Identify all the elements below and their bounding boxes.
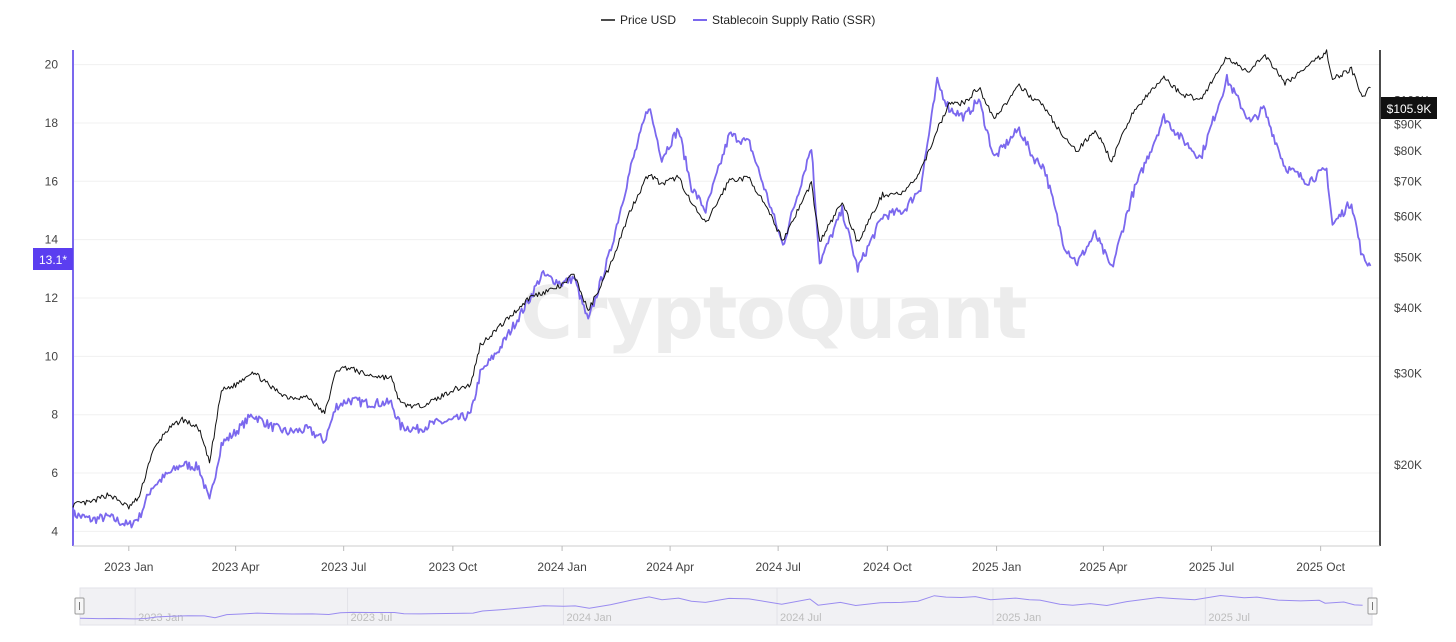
x-tick-label: 2023 Apr: [212, 560, 260, 574]
price-current-badge: $105.9K: [1381, 97, 1437, 119]
navigator-handle-left[interactable]: [74, 597, 85, 615]
x-tick-label: 2025 Jul: [1189, 560, 1234, 574]
y-right-tick-label: $50K: [1394, 251, 1422, 265]
ssr-badge-label: 13.1*: [39, 253, 67, 267]
x-tick-label: 2024 Apr: [646, 560, 694, 574]
y-left-tick-label: 20: [45, 58, 59, 72]
y-right-tick-label: $90K: [1394, 117, 1422, 131]
navigator-handle-right[interactable]: [1367, 597, 1378, 615]
legend-item-price[interactable]: Price USD: [601, 13, 676, 27]
x-tick-label: 2024 Oct: [863, 560, 912, 574]
y-left-tick-label: 4: [51, 524, 58, 538]
price-badge-label: $105.9K: [1387, 102, 1432, 116]
y-left-tick-label: 14: [45, 233, 59, 247]
x-tick-label: 2025 Oct: [1296, 560, 1345, 574]
y-left-tick-label: 18: [45, 116, 59, 130]
navigator-label: 2024 Jan: [566, 612, 611, 624]
x-tick-label: 2024 Jan: [537, 560, 586, 574]
y-left-tick-label: 8: [51, 408, 58, 422]
navigator-label: 2025 Jan: [996, 612, 1041, 624]
navigator-track[interactable]: [79, 587, 1373, 626]
ssr-badge-bg: [33, 248, 73, 270]
x-tick-label: 2023 Jul: [321, 560, 366, 574]
watermark: CryptoQuant: [520, 271, 1026, 355]
y-left-tick-label: 6: [51, 466, 58, 480]
legend-item-ssr[interactable]: Stablecoin Supply Ratio (SSR): [693, 13, 875, 27]
y-right-tick-label: $60K: [1394, 209, 1422, 223]
y-right-tick-label: $70K: [1394, 174, 1422, 188]
right-axis-ticks: $20K$30K$40K$50K$60K$70K$80K$90K$100K: [1394, 94, 1429, 473]
navigator-label: 2024 Jul: [780, 612, 822, 624]
price-series-line: [72, 49, 1371, 510]
legend-label-ssr: Stablecoin Supply Ratio (SSR): [712, 13, 875, 27]
x-axis-ticks: 2023 Jan 2023 Apr 2023 Jul 2023 Oct 2024 Jan…: [104, 546, 1346, 574]
y-right-tick-label: $30K: [1394, 366, 1422, 380]
left-axis-ticks: 4 6 8 10 12 14 16 18 20: [45, 58, 59, 539]
y-right-tick-label: $40K: [1394, 301, 1422, 315]
navigator-label: 2023 Jan: [138, 612, 183, 624]
ssr-series-line: [72, 73, 1372, 529]
y-left-tick-label: 12: [45, 291, 59, 305]
y-right-tick-label: $80K: [1394, 144, 1422, 158]
legend-label-price: Price USD: [620, 13, 676, 27]
price-badge-bg: [1381, 97, 1437, 119]
ssr-current-badge: 13.1*: [33, 248, 73, 270]
x-tick-label: 2024 Jul: [755, 560, 800, 574]
y-left-tick-label: 10: [45, 349, 59, 363]
navigator-ssr-line: [79, 594, 1363, 620]
y-right-tick-label: $20K: [1394, 458, 1422, 472]
navigator[interactable]: 2023 Jan 2023 Jul 2024 Jan 2024 Jul 2025 Jan…: [74, 587, 1378, 626]
navigator-label: 2023 Jul: [351, 612, 393, 624]
legend[interactable]: Price USD Stablecoin Supply Ratio (SSR): [601, 13, 875, 27]
x-tick-label: 2023 Jan: [104, 560, 153, 574]
navigator-label: 2025 Jul: [1208, 612, 1250, 624]
x-tick-label: 2025 Apr: [1079, 560, 1127, 574]
series-layer: [72, 49, 1372, 529]
x-tick-label: 2023 Oct: [429, 560, 478, 574]
y-left-tick-label: 16: [45, 174, 59, 188]
x-tick-label: 2025 Jan: [972, 560, 1021, 574]
